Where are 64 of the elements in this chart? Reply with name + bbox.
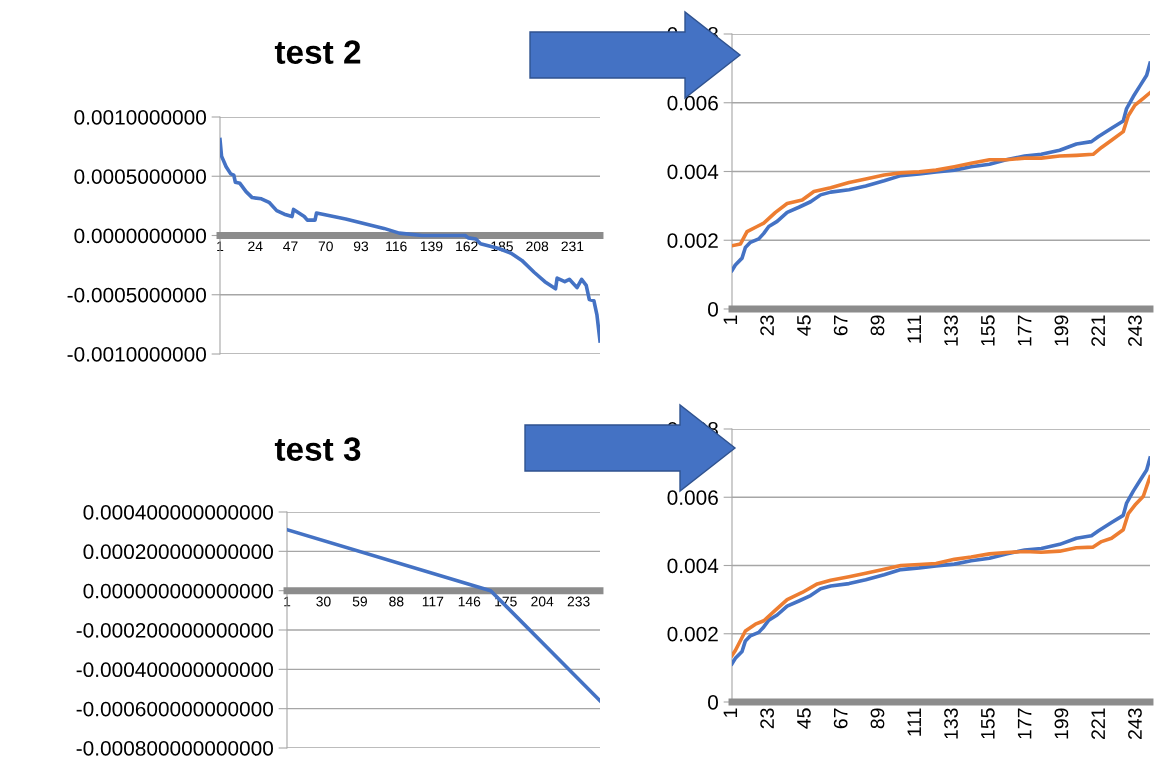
y-tick-label: -0.000400000000000 [76,662,274,678]
x-tick-label: 208 [526,241,549,252]
y-tick-label: 0.000000000000000 [83,583,274,599]
x-tick-label: 117 [422,596,444,607]
y-tick-label: 0.006 [667,490,718,505]
x-tick-label: 139 [420,241,443,252]
y-tick-label: -0.000200000000000 [76,623,274,638]
x-tick-label: 199 [1054,315,1069,346]
x-tick-label: 1 [217,241,224,252]
x-tick-label: 111 [907,315,921,343]
x-tick-label: 1 [284,596,291,607]
x-tick-label: 111 [907,708,921,736]
y-tick-label: 0.004 [667,164,719,180]
x-tick-label: 116 [386,241,407,252]
x-tick-label: 24 [248,241,263,252]
x-tick-label: 67 [833,315,848,336]
chart-title: test 3 [274,437,361,461]
x-tick-label: 45 [797,315,811,336]
x-tick-label: 199 [1054,708,1069,739]
y-tick-label: 0.0010000000 [74,110,206,125]
x-tick-label: 146 [458,596,481,607]
x-tick-label: 233 [567,596,590,607]
y-tick-label: 0.002 [667,233,718,248]
y-tick-label: 0.0000000000 [74,228,206,244]
y-tick-label: 0.0005000000 [74,169,206,184]
x-tick-label: 155 [981,708,995,739]
x-tick-label: 133 [944,315,958,346]
x-tick-label: 70 [318,241,333,252]
y-tick-label: 0 [708,302,718,317]
x-tick-label: 59 [352,596,367,607]
x-tick-label: 23 [760,315,774,336]
y-tick-label: 0.000200000000000 [83,544,274,560]
x-tick-label: 30 [316,596,331,607]
chart-title: test 2 [274,40,361,64]
y-tick-label: 0.004 [667,558,719,574]
y-tick-label: -0.0005000000 [67,287,207,303]
y-tick-label: 0.002 [667,626,718,642]
x-tick-label: 221 [1091,708,1105,740]
x-tick-label: 162 [456,241,478,252]
x-tick-label: 177 [1017,708,1032,739]
x-tick-label: 1 [723,315,738,324]
y-tick-label: -0.000600000000000 [76,701,274,717]
x-tick-label: 89 [870,315,885,336]
y-tick-label: 0.000400000000000 [83,505,274,520]
y-tick-label: 0.006 [667,95,718,111]
x-tick-label: 221 [1091,315,1105,347]
x-tick-label: 133 [944,708,958,739]
x-tick-label: 1 [723,708,738,717]
y-tick-label: 0 [708,695,718,710]
x-tick-label: 89 [870,708,885,729]
x-tick-label: 47 [283,241,298,252]
x-tick-label: 243 [1128,315,1142,347]
x-tick-label: 67 [833,708,848,729]
x-tick-label: 88 [389,596,404,607]
x-tick-label: 23 [760,708,774,729]
y-tick-label: -0.000800000000000 [76,741,274,756]
x-tick-label: 177 [1017,315,1032,346]
x-tick-label: 204 [531,596,554,607]
y-tick-label: -0.0010000000 [67,347,207,362]
x-tick-label: 155 [981,315,995,346]
x-tick-label: 45 [797,708,811,729]
x-tick-label: 231 [561,241,584,252]
x-tick-label: 93 [353,241,369,252]
x-tick-label: 243 [1128,708,1142,740]
